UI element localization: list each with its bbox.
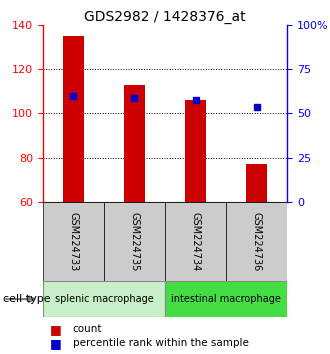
Bar (246, 164, 267, 202)
Title: GDS2982 / 1428376_at: GDS2982 / 1428376_at (84, 10, 246, 24)
Text: ■: ■ (50, 337, 61, 350)
Text: splenic macrophage: splenic macrophage (54, 294, 153, 304)
Bar (185, 100, 206, 202)
Bar (104, 202, 165, 281)
Bar (43, 281, 165, 317)
Text: GSM224734: GSM224734 (190, 212, 201, 271)
Bar (165, 202, 226, 281)
Text: GSM224736: GSM224736 (251, 212, 262, 271)
Text: cell type: cell type (3, 294, 51, 304)
Bar (43, 202, 104, 281)
Text: ■: ■ (50, 323, 61, 336)
Text: count: count (73, 324, 102, 334)
Bar (226, 202, 287, 281)
Text: GSM224733: GSM224733 (68, 212, 79, 271)
Text: GSM224735: GSM224735 (129, 212, 140, 271)
Bar (165, 281, 287, 317)
Text: intestinal macrophage: intestinal macrophage (171, 294, 281, 304)
Bar (63, 36, 84, 202)
Bar (124, 85, 145, 202)
Text: percentile rank within the sample: percentile rank within the sample (73, 338, 248, 348)
